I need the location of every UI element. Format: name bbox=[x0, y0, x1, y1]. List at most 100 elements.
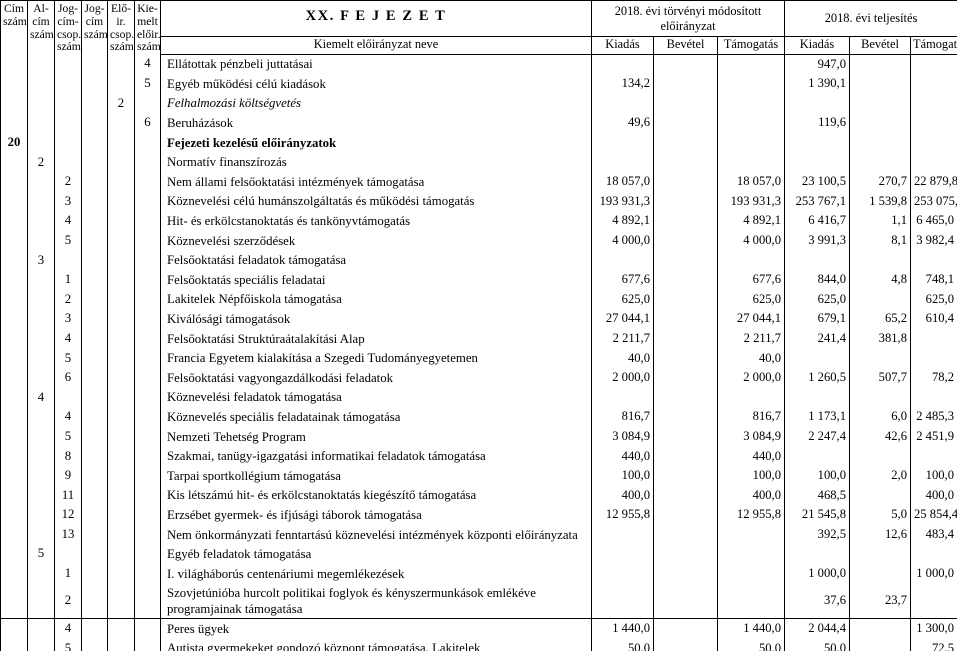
cell-modified-kiadas: 2 000,0 bbox=[591, 368, 654, 388]
cell-cim-szam bbox=[0, 289, 28, 310]
cell-jogcim-szam bbox=[81, 544, 108, 565]
cell-eloiranyzat-neve: Felsőoktatás speciális feladatai bbox=[160, 270, 592, 290]
cell-modified-bevetel bbox=[653, 348, 718, 369]
table-row: 13 Nem önkormányzati fenntartású köznevel… bbox=[0, 524, 957, 545]
cell-jogcim-szam bbox=[81, 93, 108, 114]
cell-eloiranyzat-neve: Köznevelési célú humánszolgáltatás és mű… bbox=[160, 191, 592, 212]
cell-modified-tamogatas bbox=[717, 152, 785, 173]
cell-alcim-szam: 3 bbox=[27, 250, 55, 271]
cell-jogcimcsop-szam: 11 bbox=[54, 485, 82, 506]
table-row: 6 Felsőoktatási vagyongazdálkodási felada… bbox=[0, 368, 957, 388]
cell-modified-bevetel bbox=[653, 113, 718, 134]
cell-alcim-szam: 2 bbox=[27, 152, 55, 173]
cell-eloir-csop-szam bbox=[107, 485, 135, 506]
cell-actual-tamogatas bbox=[910, 328, 957, 349]
cell-actual-kiadas: 844,0 bbox=[784, 270, 850, 290]
cell-modified-kiadas bbox=[591, 93, 654, 114]
cell-actual-tamogatas: 748,1 bbox=[910, 270, 957, 290]
cell-actual-tamogatas bbox=[910, 544, 957, 565]
cell-actual-tamogatas bbox=[910, 583, 957, 619]
cell-actual-kiadas: 3 991,3 bbox=[784, 230, 850, 251]
cell-modified-bevetel bbox=[653, 426, 718, 447]
cell-actual-tamogatas: 72,5 bbox=[910, 638, 957, 651]
cell-modified-tamogatas bbox=[717, 74, 785, 94]
head-line: csop. bbox=[110, 27, 135, 41]
cell-modified-tamogatas: 100,0 bbox=[717, 466, 785, 486]
cell-eloir-csop-szam bbox=[107, 328, 135, 349]
cell-alcim-szam bbox=[27, 113, 55, 134]
cell-actual-kiadas bbox=[784, 446, 850, 467]
cell-modified-tamogatas: 12 955,8 bbox=[717, 505, 785, 525]
cell-modified-tamogatas: 400,0 bbox=[717, 485, 785, 506]
cell-cim-szam bbox=[0, 466, 28, 486]
cell-cim-szam bbox=[0, 387, 28, 408]
cell-modified-tamogatas: 4 892,1 bbox=[717, 211, 785, 231]
cell-modified-bevetel bbox=[653, 74, 718, 94]
cell-modified-bevetel bbox=[653, 407, 718, 427]
cell-actual-kiadas: 1 260,5 bbox=[784, 368, 850, 388]
cell-alcim-szam bbox=[27, 368, 55, 388]
cell-modified-kiadas: 134,2 bbox=[591, 74, 654, 94]
cell-actual-kiadas: 1 000,0 bbox=[784, 564, 850, 584]
cell-modified-kiadas bbox=[591, 133, 654, 153]
cell-jogcim-szam bbox=[81, 348, 108, 369]
cell-actual-tamogatas bbox=[910, 387, 957, 408]
cell-jogcimcsop-szam: 5 bbox=[54, 230, 82, 251]
cell-modified-kiadas: 50,0 bbox=[591, 638, 654, 651]
cell-eloir-csop-szam bbox=[107, 270, 135, 290]
cell-actual-kiadas: 392,5 bbox=[784, 524, 850, 545]
cell-actual-tamogatas: 1 300,0 bbox=[910, 617, 957, 639]
cell-jogcimcsop-szam bbox=[54, 93, 82, 114]
cell-modified-tamogatas bbox=[717, 387, 785, 408]
cell-modified-bevetel bbox=[653, 505, 718, 525]
cell-modified-kiadas: 49,6 bbox=[591, 113, 654, 134]
table-row: 5 Egyéb működési célú kiadások 134,2 1 390,… bbox=[0, 74, 957, 94]
cell-jogcim-szam bbox=[81, 583, 108, 619]
cell-actual-tamogatas bbox=[910, 54, 957, 75]
cell-eloir-csop-szam bbox=[107, 466, 135, 486]
table-row: 20 Fejezeti kezelésű előirányzatok bbox=[0, 133, 957, 153]
cell-actual-bevetel bbox=[849, 152, 911, 173]
cell-modified-bevetel bbox=[653, 524, 718, 545]
cell-jogcim-szam bbox=[81, 172, 108, 192]
cell-alcim-szam bbox=[27, 348, 55, 369]
table-row: 2 Szovjetúnióba hurcolt politikai foglyok… bbox=[0, 583, 957, 619]
cell-alcim-szam bbox=[27, 230, 55, 251]
cell-actual-bevetel bbox=[849, 54, 911, 75]
cell-actual-bevetel bbox=[849, 93, 911, 114]
cell-modified-bevetel bbox=[653, 270, 718, 290]
cell-modified-tamogatas: 4 000,0 bbox=[717, 230, 785, 251]
cell-alcim-szam bbox=[27, 172, 55, 192]
table-row: 5 Köznevelési szerződések 4 000,0 4 000,0 3 … bbox=[0, 230, 957, 251]
cell-modified-bevetel bbox=[653, 230, 718, 251]
cell-eloiranyzat-neve: Felsőoktatási vagyongazdálkodási feladat… bbox=[160, 368, 592, 388]
cell-jogcimcsop-szam: 1 bbox=[54, 564, 82, 584]
cell-alcim-szam bbox=[27, 426, 55, 447]
cell-modified-bevetel bbox=[653, 564, 718, 584]
table-row: 9 Tarpai sportkollégium támogatása 100,0 10… bbox=[0, 466, 957, 486]
cell-eloir-csop-szam: 2 bbox=[107, 93, 135, 114]
cell-alcim-szam bbox=[27, 466, 55, 486]
table-row: 4 Hit- és erkölcstanoktatás és tankönyvtá… bbox=[0, 211, 957, 231]
cell-actual-bevetel: 23,7 bbox=[849, 583, 911, 619]
cell-modified-kiadas: 677,6 bbox=[591, 270, 654, 290]
table-row: 4 Köznevelési feladatok támogatása bbox=[0, 387, 957, 408]
cell-eloir-csop-szam bbox=[107, 172, 135, 192]
cell-kiemelt-eloir-szam bbox=[134, 524, 161, 545]
cell-eloiranyzat-neve: Erzsébet gyermek- és ifjúsági táborok tá… bbox=[160, 505, 592, 525]
cell-modified-kiadas bbox=[591, 152, 654, 173]
cell-eloiranyzat-neve: Felhalmozási költségvetés bbox=[160, 93, 592, 114]
col-head-cim-szam: Cím szám bbox=[0, 0, 28, 55]
cell-cim-szam bbox=[0, 230, 28, 251]
cell-modified-bevetel bbox=[653, 446, 718, 467]
cell-modified-bevetel bbox=[653, 191, 718, 212]
cell-modified-tamogatas: 625,0 bbox=[717, 289, 785, 310]
cell-eloiranyzat-neve: Nem önkormányzati fenntartású köznevelés… bbox=[160, 524, 592, 545]
cell-jogcimcsop-szam: 3 bbox=[54, 191, 82, 212]
cell-eloiranyzat-neve: Nem állami felsőoktatási intézmények tám… bbox=[160, 172, 592, 192]
cell-jogcim-szam bbox=[81, 617, 108, 639]
cell-eloir-csop-szam bbox=[107, 348, 135, 369]
table-row: 5 Francia Egyetem kialakítása a Szegedi T… bbox=[0, 348, 957, 369]
cell-kiemelt-eloir-szam bbox=[134, 426, 161, 447]
cell-actual-kiadas bbox=[784, 387, 850, 408]
